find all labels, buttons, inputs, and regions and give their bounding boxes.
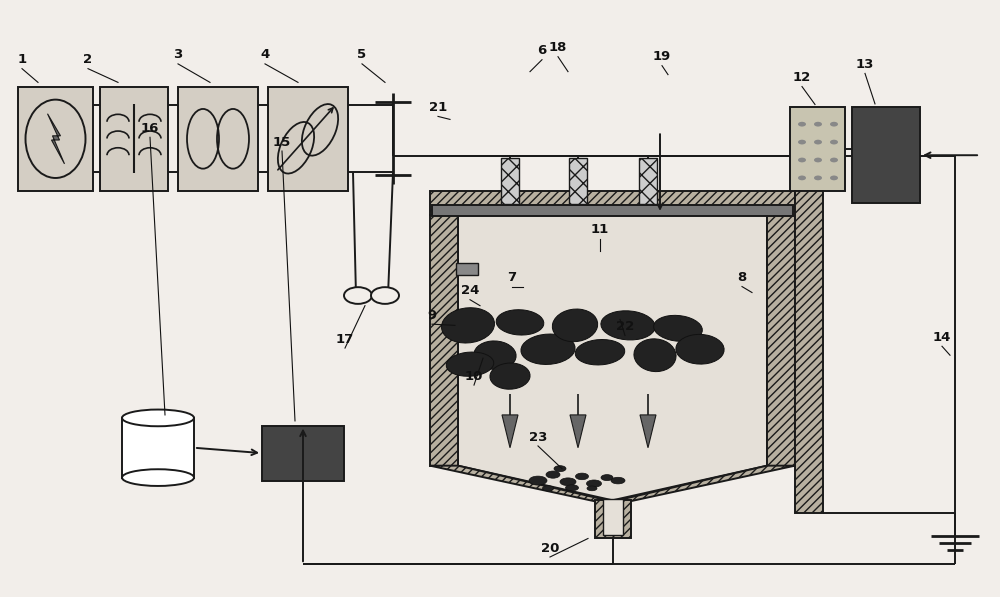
Ellipse shape <box>634 339 676 371</box>
Bar <box>790 107 845 191</box>
Bar <box>795 191 823 513</box>
Ellipse shape <box>554 466 566 472</box>
Text: 9: 9 <box>427 309 437 322</box>
Text: 24: 24 <box>461 284 479 297</box>
Text: 2: 2 <box>83 53 93 66</box>
Ellipse shape <box>552 309 598 341</box>
Polygon shape <box>502 415 518 448</box>
Bar <box>430 215 458 466</box>
Ellipse shape <box>521 334 575 364</box>
Circle shape <box>814 122 822 127</box>
Text: 22: 22 <box>616 320 634 333</box>
Ellipse shape <box>586 480 602 487</box>
Bar <box>432 205 793 216</box>
Bar <box>602 499 622 535</box>
Text: 18: 18 <box>549 41 567 54</box>
Text: 19: 19 <box>653 50 671 63</box>
Bar <box>456 263 478 275</box>
Text: 8: 8 <box>737 271 747 284</box>
Text: 7: 7 <box>507 271 517 284</box>
Ellipse shape <box>566 485 578 491</box>
Bar <box>767 215 795 466</box>
Circle shape <box>830 176 838 180</box>
Text: 14: 14 <box>933 331 951 344</box>
Text: 5: 5 <box>357 48 367 61</box>
Circle shape <box>814 176 822 180</box>
Circle shape <box>798 158 806 162</box>
Bar <box>569 158 587 204</box>
Polygon shape <box>47 113 64 164</box>
Ellipse shape <box>587 486 597 491</box>
Text: 11: 11 <box>591 223 609 236</box>
Circle shape <box>830 140 838 144</box>
Text: 23: 23 <box>529 430 547 444</box>
Ellipse shape <box>560 478 576 486</box>
Text: 17: 17 <box>336 333 354 346</box>
Polygon shape <box>570 415 586 448</box>
Circle shape <box>830 122 838 127</box>
Bar <box>178 87 258 191</box>
Ellipse shape <box>529 476 547 485</box>
Text: 4: 4 <box>260 48 270 61</box>
Polygon shape <box>640 415 656 448</box>
Circle shape <box>814 158 822 162</box>
Circle shape <box>814 140 822 144</box>
Circle shape <box>344 287 372 304</box>
Text: 20: 20 <box>541 541 559 555</box>
Ellipse shape <box>490 363 530 389</box>
Ellipse shape <box>442 307 494 343</box>
Bar <box>430 191 795 215</box>
Text: 13: 13 <box>856 58 874 71</box>
Text: 1: 1 <box>17 53 27 66</box>
Ellipse shape <box>676 334 724 364</box>
Polygon shape <box>612 466 795 501</box>
Bar <box>18 87 93 191</box>
Circle shape <box>830 158 838 162</box>
Ellipse shape <box>474 341 516 370</box>
Ellipse shape <box>496 310 544 335</box>
Bar <box>122 418 194 478</box>
Ellipse shape <box>122 410 194 426</box>
Bar <box>262 426 344 481</box>
Bar <box>639 158 657 204</box>
Bar <box>100 87 168 191</box>
Bar <box>501 158 519 204</box>
Ellipse shape <box>542 486 554 491</box>
Ellipse shape <box>575 340 625 365</box>
Circle shape <box>798 176 806 180</box>
Circle shape <box>371 287 399 304</box>
Ellipse shape <box>601 475 613 481</box>
Text: 3: 3 <box>173 48 183 61</box>
Bar <box>268 87 348 191</box>
Circle shape <box>798 140 806 144</box>
Ellipse shape <box>654 315 702 341</box>
Polygon shape <box>430 466 612 501</box>
Text: 12: 12 <box>793 71 811 84</box>
Bar <box>594 500 631 538</box>
Ellipse shape <box>546 471 560 478</box>
Text: 15: 15 <box>273 136 291 149</box>
Ellipse shape <box>611 478 625 484</box>
Ellipse shape <box>601 311 655 340</box>
Text: 21: 21 <box>429 101 447 114</box>
Bar <box>852 107 920 203</box>
Text: 10: 10 <box>465 370 483 383</box>
Circle shape <box>798 122 806 127</box>
Text: 6: 6 <box>537 44 547 57</box>
Ellipse shape <box>576 473 588 480</box>
Text: 16: 16 <box>141 122 159 135</box>
Ellipse shape <box>446 352 494 376</box>
Polygon shape <box>458 215 767 500</box>
Ellipse shape <box>122 469 194 486</box>
